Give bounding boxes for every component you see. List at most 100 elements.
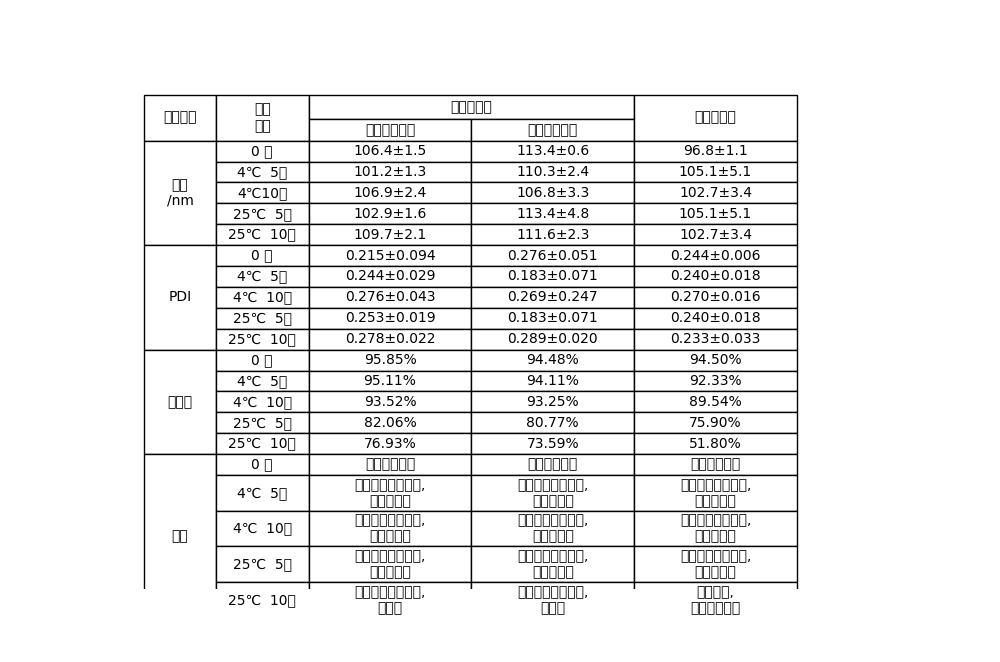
Bar (471, 454, 634, 475)
Bar (216, 287, 309, 308)
Text: 89.54%: 89.54% (689, 395, 742, 409)
Bar (634, 412, 797, 433)
Text: 0.215±0.094: 0.215±0.094 (345, 248, 435, 263)
Text: 4℃  10天: 4℃ 10天 (233, 291, 292, 305)
Bar (216, 350, 309, 371)
Text: 轻微浑浊,
少量絮状沉淀: 轻微浑浊, 少量絮状沉淀 (690, 585, 741, 615)
Bar (216, 140, 309, 162)
Text: 薄膜分散法: 薄膜分散法 (695, 111, 736, 124)
Bar (309, 140, 471, 162)
Bar (634, 266, 797, 287)
Bar (471, 350, 634, 371)
Bar (144, 140, 216, 245)
Text: 102.9±1.6: 102.9±1.6 (353, 207, 427, 220)
Bar (471, 433, 634, 454)
Bar (634, 245, 797, 266)
Bar (216, 203, 309, 224)
Bar (471, 287, 634, 308)
Text: 0 天: 0 天 (251, 353, 273, 367)
Bar (216, 224, 309, 245)
Bar (471, 140, 634, 162)
Bar (309, 475, 471, 510)
Text: 95.11%: 95.11% (364, 374, 416, 388)
Text: 较澄清的黄色溶液,
外观无变化: 较澄清的黄色溶液, 外观无变化 (680, 549, 751, 579)
Text: 0.289±0.020: 0.289±0.020 (507, 332, 598, 346)
Text: 25℃  10天: 25℃ 10天 (228, 228, 296, 242)
Text: 96.8±1.1: 96.8±1.1 (683, 144, 748, 158)
Bar (216, 475, 309, 510)
Text: 101.2±1.3: 101.2±1.3 (353, 165, 427, 179)
Bar (634, 140, 797, 162)
Text: 4℃  5天: 4℃ 5天 (237, 165, 287, 179)
Bar (634, 308, 797, 329)
Bar (216, 412, 309, 433)
Text: 0.183±0.071: 0.183±0.071 (507, 269, 598, 283)
Bar (309, 287, 471, 308)
Text: 较澄清的黄色溶液,
外观无变化: 较澄清的黄色溶液, 外观无变化 (354, 549, 426, 579)
Text: 0 天: 0 天 (251, 144, 273, 158)
Bar (634, 329, 797, 350)
Bar (471, 510, 634, 546)
Bar (216, 391, 309, 412)
Text: 93.52%: 93.52% (364, 395, 416, 409)
Text: 4℃  5天: 4℃ 5天 (237, 374, 287, 388)
Bar (309, 329, 471, 350)
Bar (634, 546, 797, 582)
Text: 较澄清的黄色溶液,
外观无变化: 较澄清的黄色溶液, 外观无变化 (680, 514, 751, 544)
Bar (471, 162, 634, 183)
Text: 109.7±2.1: 109.7±2.1 (353, 228, 427, 242)
Bar (309, 224, 471, 245)
Bar (309, 308, 471, 329)
Text: 0.278±0.022: 0.278±0.022 (345, 332, 435, 346)
Bar (634, 454, 797, 475)
Bar (216, 510, 309, 546)
Text: 95.85%: 95.85% (364, 353, 416, 367)
Text: 105.1±5.1: 105.1±5.1 (679, 207, 752, 220)
Bar (309, 95, 634, 119)
Bar (144, 350, 216, 454)
Bar (309, 119, 471, 140)
Bar (471, 266, 634, 287)
Text: 本发明方法: 本发明方法 (450, 100, 492, 114)
Bar (471, 475, 634, 510)
Bar (309, 183, 471, 203)
Bar (144, 454, 216, 618)
Bar (216, 546, 309, 582)
Bar (216, 266, 309, 287)
Text: 粒径
/nm: 粒径 /nm (167, 178, 193, 208)
Bar (634, 287, 797, 308)
Text: 75.90%: 75.90% (689, 416, 742, 430)
Bar (309, 510, 471, 546)
Text: 4℃  10天: 4℃ 10天 (233, 522, 292, 536)
Bar (634, 203, 797, 224)
Bar (471, 245, 634, 266)
Text: 25℃  5天: 25℃ 5天 (233, 416, 292, 430)
Text: 较澄清的黄色溶液,
无沉淀: 较澄清的黄色溶液, 无沉淀 (354, 585, 426, 615)
Bar (309, 162, 471, 183)
Bar (634, 391, 797, 412)
Text: 0.276±0.051: 0.276±0.051 (507, 248, 598, 263)
Bar (634, 162, 797, 183)
Bar (309, 433, 471, 454)
Text: 0.253±0.019: 0.253±0.019 (345, 311, 435, 325)
Text: 25℃  10天: 25℃ 10天 (228, 437, 296, 451)
Text: 25℃  5天: 25℃ 5天 (233, 207, 292, 220)
Text: 113.4±4.8: 113.4±4.8 (516, 207, 589, 220)
Text: 较澄清的黄色溶液,
外观无变化: 较澄清的黄色溶液, 外观无变化 (680, 478, 751, 508)
Text: 0.240±0.018: 0.240±0.018 (670, 311, 761, 325)
Bar (144, 245, 216, 350)
Bar (634, 183, 797, 203)
Text: 106.9±2.4: 106.9±2.4 (353, 186, 427, 200)
Bar (216, 308, 309, 329)
Bar (471, 224, 634, 245)
Text: 113.4±0.6: 113.4±0.6 (516, 144, 589, 158)
Text: 0 天: 0 天 (251, 248, 273, 263)
Text: 外观: 外观 (172, 529, 188, 543)
Bar (634, 350, 797, 371)
Text: 94.11%: 94.11% (526, 374, 579, 388)
Text: 0.269±0.247: 0.269±0.247 (507, 291, 598, 305)
Text: 较澄清的黄色溶液,
无沉淀: 较澄清的黄色溶液, 无沉淀 (517, 585, 588, 615)
Bar (309, 203, 471, 224)
Text: 较澄清的黄色溶液,
外观无变化: 较澄清的黄色溶液, 外观无变化 (517, 514, 588, 544)
Text: 探头超声处理: 探头超声处理 (528, 123, 578, 137)
